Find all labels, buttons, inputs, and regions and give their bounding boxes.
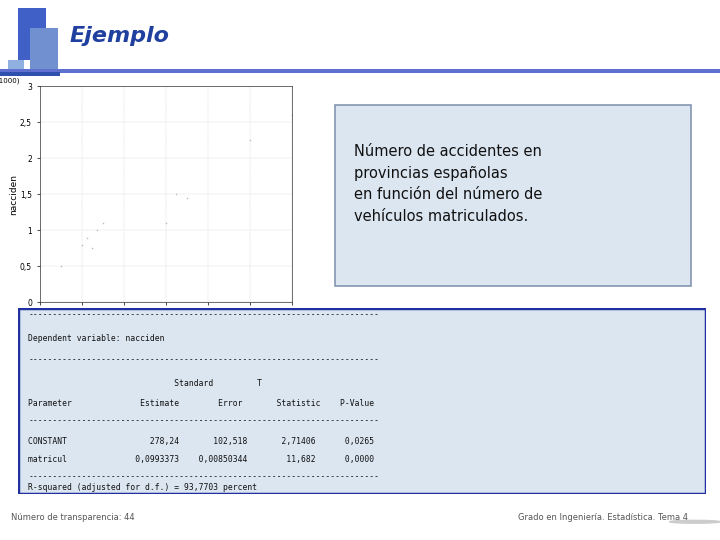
Text: ------------------------------------------------------------------------: ----------------------------------------… bbox=[28, 416, 379, 425]
Text: R-squared (adjusted for d.f.) = 93,7703 percent: R-squared (adjusted for d.f.) = 93,7703 … bbox=[28, 483, 258, 492]
Point bbox=[81, 233, 93, 242]
Point bbox=[96, 219, 108, 227]
Text: Número de accidentes en
provincias españolas
en función del número de
vehículos : Número de accidentes en provincias españ… bbox=[354, 144, 542, 224]
Point bbox=[171, 190, 182, 199]
Point bbox=[244, 136, 256, 145]
Point bbox=[86, 244, 98, 253]
Point bbox=[181, 194, 192, 202]
Circle shape bbox=[670, 521, 720, 523]
Bar bbox=[0, 72, 60, 76]
Text: Dependent variable: nacciden: Dependent variable: nacciden bbox=[28, 334, 165, 343]
Point bbox=[160, 219, 171, 227]
Text: (X 1000): (X 1000) bbox=[0, 78, 19, 84]
X-axis label: matricul: matricul bbox=[147, 320, 184, 329]
Point bbox=[91, 226, 103, 235]
Y-axis label: nacciden: nacciden bbox=[9, 174, 19, 215]
Text: CONSTANT                 278,24       102,518       2,71406      0,0265: CONSTANT 278,24 102,518 2,71406 0,0265 bbox=[28, 437, 374, 445]
Bar bbox=[0, 69, 720, 73]
Text: (X 1000): (X 1000) bbox=[294, 341, 325, 348]
Text: matricul              0,0993373    0,00850344        11,682      0,0000: matricul 0,0993373 0,00850344 11,682 0,0… bbox=[28, 455, 374, 464]
Bar bbox=[18, 8, 46, 60]
Point bbox=[286, 111, 297, 119]
Text: Parameter              Estimate        Error       Statistic    P-Value: Parameter Estimate Error Statistic P-Val… bbox=[28, 400, 374, 408]
Point bbox=[55, 262, 66, 271]
Bar bbox=[8, 60, 24, 70]
Text: Ejemplo: Ejemplo bbox=[70, 26, 170, 46]
FancyBboxPatch shape bbox=[335, 105, 691, 286]
Text: Grado en Ingeniería. Estadística. Tema 4: Grado en Ingeniería. Estadística. Tema 4 bbox=[518, 513, 688, 522]
Text: Número de transparencia: 44: Número de transparencia: 44 bbox=[11, 513, 135, 522]
Bar bbox=[30, 28, 58, 70]
FancyBboxPatch shape bbox=[18, 308, 706, 494]
Text: Standard         T: Standard T bbox=[28, 379, 262, 388]
Text: ------------------------------------------------------------------------: ----------------------------------------… bbox=[28, 472, 379, 481]
Text: ------------------------------------------------------------------------: ----------------------------------------… bbox=[28, 355, 379, 364]
Point bbox=[76, 240, 87, 249]
Text: ------------------------------------------------------------------------: ----------------------------------------… bbox=[28, 310, 379, 319]
